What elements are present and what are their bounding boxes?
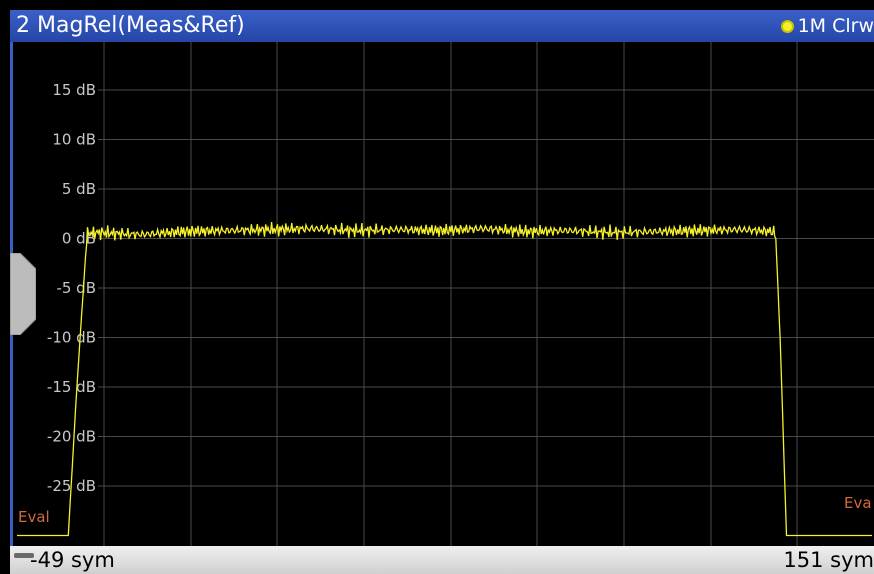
x-axis-stop-label: 151 sym (783, 548, 874, 572)
eval-marker-right: Eva (844, 494, 872, 512)
trace-dot-icon (780, 19, 794, 33)
x-axis-start-label: -49 sym (30, 548, 115, 572)
reference-level-marker-icon[interactable] (10, 253, 36, 335)
grid (98, 42, 874, 546)
x-axis-handle-icon[interactable] (14, 553, 34, 558)
y-tick-label-5: -10 dB (47, 329, 96, 347)
trace-indicator[interactable]: 1M Clrw (780, 15, 874, 37)
y-tick-label-0: 15 dB (52, 81, 96, 99)
window-title: 2 MagRel(Meas&Ref) (16, 13, 245, 38)
y-tick-label-6: -15 dB (47, 378, 96, 396)
trace-label: 1M Clrw (797, 15, 874, 37)
x-axis-bar: -49 sym 151 sym (10, 546, 874, 574)
y-tick-label-7: -20 dB (47, 428, 96, 446)
trace-1m-clrw (17, 222, 872, 537)
y-tick-label-1: 10 dB (52, 131, 96, 149)
y-tick-label-4: -5 dB (56, 279, 96, 297)
window-title-bar[interactable]: 2 MagRel(Meas&Ref) 1M Clrw (10, 10, 874, 42)
y-tick-label-2: 5 dB (62, 180, 96, 198)
eval-marker-left: Eval (18, 508, 50, 526)
